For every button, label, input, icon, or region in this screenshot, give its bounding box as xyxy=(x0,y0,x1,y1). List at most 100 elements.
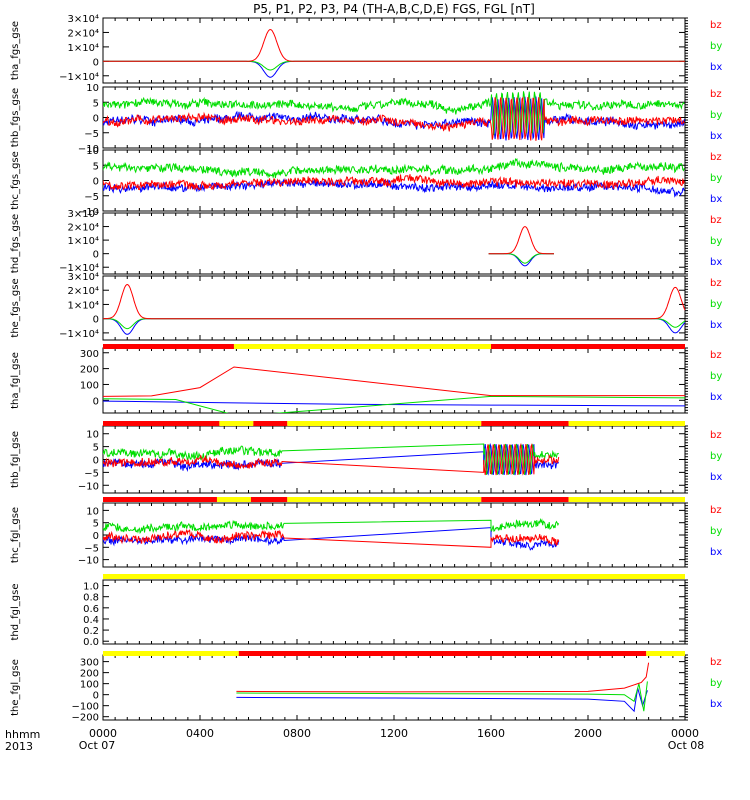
legend-bx: bx xyxy=(710,547,722,558)
status-segment-red xyxy=(103,497,217,502)
panel-tha_fgs: 3×10⁴ 2×10⁴ 1×10⁴ 0 −1×10⁴ tha_fgs_gse bz by bx xyxy=(10,14,722,84)
legend-bx: bx xyxy=(710,257,722,268)
series-line-by xyxy=(103,517,560,534)
y-tick-label: −5 xyxy=(84,468,99,479)
y-tick-label: 0 xyxy=(93,396,99,407)
y-tick-label: −10 xyxy=(78,144,99,155)
bar-thc-fgl xyxy=(103,497,685,502)
status-segment-red xyxy=(481,421,569,426)
y-tick-label: −10 xyxy=(78,207,99,218)
legend-by: by xyxy=(710,299,722,310)
legend-bz: bz xyxy=(710,89,722,100)
series-line-bx xyxy=(103,318,685,335)
series-line-by xyxy=(488,253,554,264)
series-line-bz xyxy=(103,96,685,141)
y-tick-label: 0 xyxy=(93,57,99,68)
y-tick-label: 0.0 xyxy=(83,637,99,648)
panel-thd_fgl: 1.00.80.60.40.20.0 thd_fgl_gse xyxy=(10,579,688,648)
panel-tha_fgl: 300 200 100 0 tha_fgl_gse bz by bx xyxy=(10,347,722,414)
y-tick-label: 1.0 xyxy=(83,582,99,593)
panel-frame xyxy=(102,579,686,645)
y-tick-label: −5 xyxy=(84,129,99,140)
y-axis-label: thc_fgl_gse xyxy=(10,507,21,563)
series-line-bz xyxy=(103,29,685,62)
time-axis-date-end: Oct 08 xyxy=(668,739,705,752)
legend-bz: bz xyxy=(710,152,722,163)
y-tick-label: 300 xyxy=(80,349,99,360)
series-line-by xyxy=(103,157,685,179)
y-tick-label: 2×10⁴ xyxy=(68,223,99,234)
y-axis-label: tha_fgl_gse xyxy=(10,352,21,409)
y-tick-label: 1×10⁴ xyxy=(68,236,99,247)
y-axis-label: the_fgl_gse xyxy=(10,659,21,716)
series-line-bx xyxy=(236,687,648,713)
legend-bz: bz xyxy=(710,215,722,226)
status-segment-red xyxy=(253,421,288,426)
y-tick-label: −10 xyxy=(78,481,99,492)
status-segment-red xyxy=(250,497,288,502)
series-line-by xyxy=(103,443,560,475)
series-line-bz xyxy=(103,528,560,548)
status-segment-red xyxy=(491,344,685,349)
time-tick-label: 0400 xyxy=(186,727,214,740)
y-axis-label: tha_fgs_gse xyxy=(10,21,21,80)
y-tick-label: 2×10⁴ xyxy=(68,28,99,39)
y-tick-label: 200 xyxy=(80,365,99,376)
status-segment-yellow xyxy=(103,651,239,656)
time-corner-label-year: 2013 xyxy=(5,740,33,753)
panel-thb_fgs: 10 5 0 −5 −10 thb_fgs_gse bz by bx xyxy=(10,83,722,155)
series-line-bz xyxy=(236,662,650,693)
status-segment-yellow xyxy=(233,344,491,349)
legend-by: by xyxy=(710,526,722,537)
y-tick-label: 0.8 xyxy=(83,593,99,604)
series-group xyxy=(488,226,554,267)
y-axis-label: the_fgs_gse xyxy=(10,278,21,337)
y-tick-label: 10 xyxy=(86,506,99,517)
legend-by: by xyxy=(710,678,722,689)
series-line-by xyxy=(236,681,648,712)
series-line-bx xyxy=(103,400,685,407)
y-tick-label: 100 xyxy=(80,680,99,691)
y-tick-label: 3×10⁴ xyxy=(68,14,99,25)
series-group xyxy=(103,517,560,551)
series-line-bz xyxy=(103,283,685,320)
panel-thc_fgl: 10 50−5 −10 thc_fgl_gse bz by bx xyxy=(10,502,722,568)
y-tick-label: 0 xyxy=(93,315,99,326)
series-group xyxy=(103,283,685,335)
y-tick-label: 5 xyxy=(93,519,99,530)
y-tick-label: 10 xyxy=(86,83,99,94)
status-segment-yellow xyxy=(103,574,685,579)
legend-bz: bz xyxy=(710,430,722,441)
y-tick-label: 0 xyxy=(93,177,99,188)
legend-bz: bz xyxy=(710,657,722,668)
series-line-bz xyxy=(488,226,554,255)
time-corner-label-hhmm: hhmm xyxy=(5,728,40,741)
series-line-bz xyxy=(103,366,685,397)
series-line-bz xyxy=(103,174,685,191)
y-tick-label: 0 xyxy=(93,456,99,467)
time-tick-label: 1600 xyxy=(477,727,505,740)
y-tick-label: 100 xyxy=(80,380,99,391)
y-tick-label: 10 xyxy=(86,146,99,157)
y-tick-label: 300 xyxy=(80,658,99,669)
series-line-bx xyxy=(103,60,685,78)
status-segment-red xyxy=(103,421,220,426)
y-axis-label: thd_fgl_gse xyxy=(10,584,21,641)
y-tick-label: 0 xyxy=(93,531,99,542)
y-tick-label: −10 xyxy=(78,556,99,567)
status-segment-yellow xyxy=(219,421,254,426)
y-tick-label: 5 xyxy=(93,443,99,454)
y-tick-label: 10 xyxy=(86,430,99,441)
legend-by: by xyxy=(710,41,722,52)
legend-by: by xyxy=(710,451,722,462)
legend-by: by xyxy=(710,371,722,382)
y-tick-label: 0.2 xyxy=(83,626,99,637)
bar-the-fgl xyxy=(103,651,685,656)
y-tick-label: 3×10⁴ xyxy=(68,209,99,220)
status-segment-red xyxy=(481,497,569,502)
panel-the_fgs: 3×10⁴ 2×10⁴ 1×10⁴ 0 −1×10⁴ the_fgs_gse bz by bx xyxy=(10,272,722,341)
series-line-bx xyxy=(488,253,554,267)
y-tick-label: 1×10⁴ xyxy=(68,300,99,311)
